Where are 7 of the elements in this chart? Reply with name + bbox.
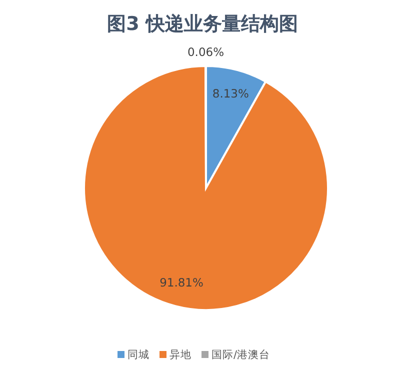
chart-title: 图3 快递业务量结构图 (107, 13, 298, 35)
data-label: 8.13% (212, 86, 249, 101)
legend-label: 同城 (128, 348, 150, 361)
data-label: 91.81% (160, 275, 204, 290)
legend-label: 异地 (170, 348, 192, 361)
legend-label: 国际/港澳台 (212, 348, 270, 361)
data-label: 0.06% (187, 45, 224, 59)
